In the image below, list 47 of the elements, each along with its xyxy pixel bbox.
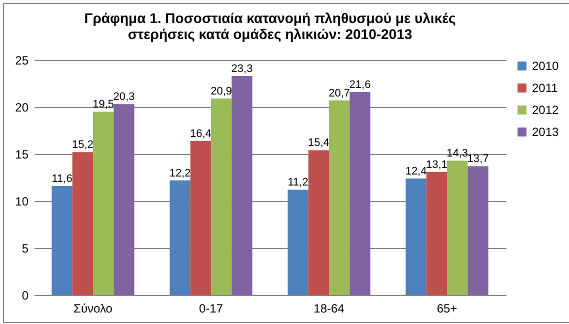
bar bbox=[468, 166, 488, 295]
legend-label: 2011 bbox=[532, 81, 558, 95]
data-label: 21,6 bbox=[349, 78, 371, 91]
data-label: 15,4 bbox=[308, 137, 330, 150]
bar bbox=[447, 160, 468, 295]
legend-label: 2012 bbox=[532, 103, 560, 117]
data-label: 20,7 bbox=[328, 87, 350, 100]
bar bbox=[52, 186, 72, 295]
bar bbox=[190, 140, 211, 295]
x-tick-label: 65+ bbox=[436, 302, 458, 316]
bar bbox=[329, 100, 350, 295]
bar bbox=[406, 178, 426, 295]
x-tick-label: 0-17 bbox=[198, 302, 224, 316]
bar bbox=[114, 104, 134, 295]
y-tick-label: 10 bbox=[15, 194, 29, 208]
bar bbox=[350, 92, 370, 295]
bar bbox=[211, 98, 232, 295]
bar bbox=[426, 172, 447, 295]
y-tick-label: 25 bbox=[15, 54, 29, 68]
data-label: 13,1 bbox=[426, 158, 448, 171]
data-label: 12,2 bbox=[169, 167, 191, 180]
data-label: 13,7 bbox=[467, 153, 489, 166]
data-label: 14,3 bbox=[446, 148, 468, 160]
y-tick-label: 15 bbox=[15, 148, 29, 162]
legend-label: 2013 bbox=[532, 125, 560, 139]
bar bbox=[72, 152, 93, 295]
bar bbox=[93, 112, 114, 295]
data-label: 20,3 bbox=[113, 91, 135, 104]
data-label: 12,4 bbox=[405, 165, 427, 178]
data-label: 16,4 bbox=[190, 128, 212, 140]
chart-title: Γράφημα 1. Ποσοστιαία κατανομή πληθυσμού με υλικές στερήσεις κατά ομάδες ηλικιών: 2010-2013 bbox=[84, 10, 456, 42]
bar bbox=[232, 76, 252, 295]
legend-label: 2010 bbox=[532, 59, 560, 73]
bar bbox=[288, 190, 308, 295]
y-tick-label: 0 bbox=[22, 288, 29, 302]
x-tick-label: 18-64 bbox=[314, 302, 345, 316]
bar bbox=[308, 150, 329, 295]
data-label: 20,9 bbox=[210, 86, 232, 98]
data-label: 19,5 bbox=[92, 98, 114, 111]
data-label: 23,3 bbox=[231, 62, 253, 75]
y-tick-label: 5 bbox=[22, 242, 29, 256]
y-tick-label: 20 bbox=[15, 100, 29, 114]
data-label: 11,6 bbox=[52, 172, 72, 185]
x-tick-label: Σύνολο bbox=[74, 302, 113, 316]
data-label: 15,2 bbox=[72, 139, 94, 152]
data-label: 11,2 bbox=[288, 176, 308, 189]
bar bbox=[170, 180, 190, 295]
